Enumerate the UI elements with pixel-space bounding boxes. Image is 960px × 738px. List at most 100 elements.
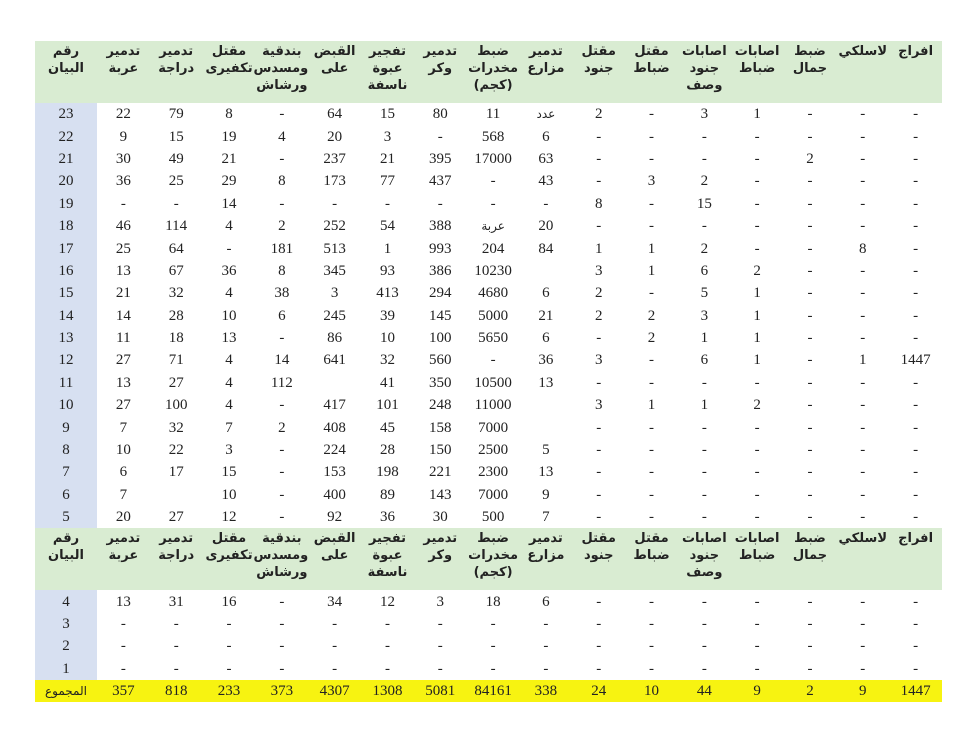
column-header: لاسلكي	[836, 41, 890, 103]
table-cell: 641	[323, 352, 346, 369]
table-cell: 3	[436, 593, 445, 610]
table-cell: -	[913, 240, 919, 257]
table-cell: -	[701, 486, 707, 503]
table-cell: 2	[278, 218, 286, 235]
table-cell: 28	[379, 442, 395, 459]
table-cell: 80	[432, 106, 448, 123]
table-cell: -	[173, 616, 179, 632]
table-cell: 21	[221, 150, 237, 167]
table-cell: -	[490, 173, 496, 190]
table-cell: -	[120, 660, 126, 677]
table-cell: -	[754, 464, 760, 481]
table-cell: 3	[330, 285, 339, 302]
table-cell: 568	[481, 128, 505, 145]
table-cell: 21	[115, 285, 131, 302]
column-header: تفجير عبوة ناسفة	[361, 528, 414, 591]
table-cell: 14	[274, 352, 290, 369]
table-cell: 2	[806, 150, 814, 167]
table-cell: 388	[429, 218, 452, 235]
table-cell: 67	[168, 262, 184, 279]
table-cell: 20	[327, 128, 343, 145]
table-cell: 413	[376, 285, 399, 302]
table-cell: 1	[859, 352, 867, 369]
column-header: مقتل تكفيرى	[202, 528, 256, 591]
table-cell: -	[596, 218, 602, 235]
table-cell: -	[807, 442, 813, 459]
table-cell: 2	[594, 307, 603, 324]
table-cell: 386	[429, 262, 452, 279]
table-cell: -	[860, 593, 866, 610]
table-cell: -	[384, 616, 390, 632]
table-cell: 1	[647, 240, 656, 257]
table-cell: -	[701, 128, 707, 145]
table-cell: 3	[594, 352, 603, 369]
table-cell: 400	[323, 486, 346, 503]
table-cell: -	[596, 464, 602, 481]
column-header: القبض على	[308, 41, 362, 103]
table-cell: 6	[278, 307, 286, 324]
table-cell: 18	[168, 330, 184, 347]
table-cell: -	[437, 195, 443, 212]
table-cell: -	[913, 464, 919, 481]
table-cell: 25	[168, 173, 184, 190]
table-cell: 27	[168, 374, 184, 391]
table-row: 22 9 15 19 4 20 3 - 568 6 - - - - - - -	[35, 125, 942, 148]
total-cell: 10	[625, 679, 678, 702]
column-header: بندقية ومسدس ورشاش	[253, 41, 309, 103]
table-cell: -	[807, 593, 813, 610]
statement-number-cell: 5	[35, 506, 97, 529]
table-cell: -	[860, 660, 866, 677]
table-cell	[520, 394, 573, 416]
total-label: المجموع	[35, 679, 97, 702]
column-header: اصابات ضباط	[730, 528, 784, 591]
table-cell: 5	[700, 285, 709, 302]
table-cell: 34	[327, 593, 343, 610]
column-header: تدمير مزارع	[519, 528, 573, 591]
table-cell: 3	[647, 173, 656, 190]
table-cell: -	[279, 195, 285, 212]
table-cell: -	[860, 442, 866, 459]
table-cell: 248	[429, 397, 452, 414]
column-header: مقتل جنود	[572, 528, 626, 591]
table-cell: 64	[327, 106, 343, 123]
column-header: مقتل تكفيرى	[202, 41, 256, 103]
table-cell: 28	[168, 307, 184, 324]
table-cell: 5650	[478, 330, 509, 347]
table-cell: -	[596, 660, 602, 677]
table-cell: 27	[168, 509, 184, 526]
table-cell: 3	[594, 397, 603, 414]
table-cell: -	[649, 593, 655, 610]
table-cell: -	[860, 262, 866, 279]
table-cell: -	[649, 638, 655, 655]
table-row: 17 25 64 - 181 513 1 993 204 84 1 1 2 - - 8 -	[35, 237, 942, 260]
table-cell: -	[279, 442, 285, 459]
table-cell: -	[754, 240, 760, 257]
table-cell: 100	[164, 397, 188, 414]
table-cell: -	[701, 464, 707, 481]
table-cell: 1	[753, 352, 761, 369]
table-cell: 1447	[900, 352, 931, 369]
table-cell: -	[226, 240, 232, 257]
table-cell: -	[279, 616, 285, 632]
table-cell: 86	[327, 330, 343, 347]
table-cell: 7	[225, 419, 233, 436]
table-cell: -	[754, 419, 760, 436]
table-cell: -	[596, 374, 602, 391]
table-cell: -	[701, 616, 707, 632]
table-cell: 6	[119, 464, 128, 481]
table-cell: -	[279, 509, 285, 526]
table-cell: -	[913, 106, 919, 123]
table-cell: -	[279, 150, 285, 167]
table-cell: -	[543, 638, 549, 655]
table-cell: 145	[429, 307, 452, 324]
table-cell: 6	[542, 285, 550, 302]
table-cell: -	[279, 660, 285, 677]
table-cell: -	[649, 509, 655, 526]
table-cell: 15	[379, 106, 395, 123]
table-cell: -	[807, 509, 813, 526]
table-cell: -	[543, 660, 549, 677]
table-cell: 3	[225, 442, 233, 459]
table-cell: -	[860, 150, 866, 167]
table-cell: -	[807, 195, 813, 212]
table-cell: 10500	[474, 374, 512, 391]
